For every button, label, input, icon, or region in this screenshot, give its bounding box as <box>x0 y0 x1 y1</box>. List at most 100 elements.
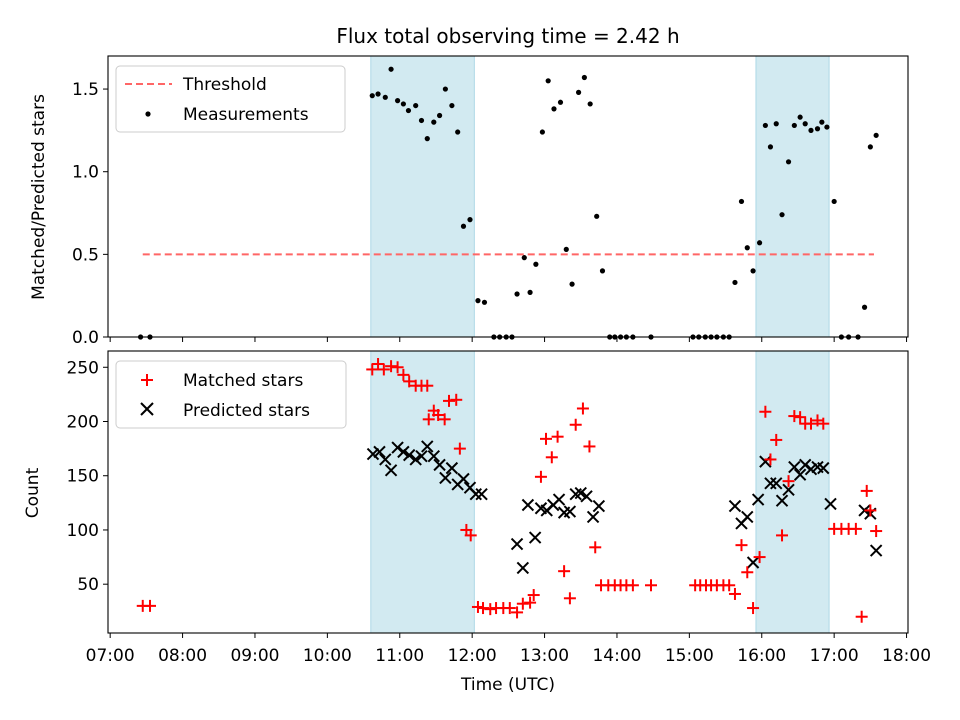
predicted-stars-marker <box>770 477 783 490</box>
measurement-point <box>756 240 763 246</box>
matched-stars-marker <box>735 539 748 552</box>
top-ytick-label: 1.5 <box>72 80 99 100</box>
measurement-point <box>400 101 406 107</box>
bottom-y-axis: 50 100 150 200 250 <box>67 358 108 595</box>
measurement-point <box>732 279 738 286</box>
measurement-point <box>779 212 785 218</box>
matched-stars-marker <box>143 599 156 612</box>
measurement-point <box>369 93 375 99</box>
matched-stars-marker <box>723 579 736 592</box>
predicted-marker-stroke <box>751 493 765 506</box>
measurement-point <box>814 126 821 132</box>
matched-stars-marker <box>432 408 445 421</box>
measurement-point <box>431 119 437 125</box>
predicted-stars-marker <box>397 445 410 459</box>
shaded-interval-1 <box>755 55 830 338</box>
predicted-marker-stroke <box>373 445 386 459</box>
predicted-stars-marker <box>764 477 777 490</box>
bottom-legend-frame <box>115 360 347 429</box>
predicted-stars-marker <box>379 453 392 466</box>
predicted-stars-marker <box>741 510 754 524</box>
measurement-point <box>460 223 467 229</box>
predicted-stars-marker <box>824 497 837 511</box>
matched-stars-marker <box>788 410 801 423</box>
bottom-xtick-label: 09:00 <box>230 646 279 666</box>
measurement-point <box>581 74 587 81</box>
measurement-point <box>405 107 412 114</box>
bottom-panel: 50 100 150 200 250 07:00 08:00 09:00 10:00 11:00… <box>23 350 931 695</box>
top-ytick-label: 0.5 <box>72 245 99 265</box>
matched-stars-marker <box>782 475 795 488</box>
top-legend-frame <box>115 65 346 133</box>
predicted-marker-stroke <box>457 472 470 486</box>
measurement-points <box>137 66 879 340</box>
bottom-xtick-label: 18:00 <box>882 646 931 666</box>
predicted-marker-stroke <box>552 493 566 506</box>
matched-stars-marker <box>576 402 589 415</box>
bottom-legend: Matched stars Predicted stars <box>115 360 347 429</box>
matched-stars-marker <box>477 602 490 615</box>
matched-stars-marker <box>644 579 657 592</box>
predicted-stars-marker <box>798 458 812 472</box>
predicted-marker-stroke <box>421 440 434 453</box>
measurement-point <box>808 127 814 133</box>
predicted-marker-stroke <box>516 561 530 575</box>
measurement-point <box>762 122 768 129</box>
matched-stars-marker <box>794 411 807 424</box>
predicted-marker-stroke <box>798 458 812 472</box>
matched-stars-marker <box>747 602 760 615</box>
predicted-stars-marker <box>817 461 830 475</box>
bottom-xtick-label: 14:00 <box>592 646 641 666</box>
legend-matched-swatch <box>141 374 153 386</box>
measurement-point <box>467 217 473 223</box>
matched-stars-marker <box>442 394 455 407</box>
predicted-stars-markers <box>366 440 883 575</box>
matched-stars-marker <box>741 566 754 579</box>
top-ytick-label: 0.0 <box>72 328 99 348</box>
predicted-stars-marker <box>592 499 606 513</box>
measurement-point <box>802 121 808 127</box>
predicted-marker-stroke <box>510 537 524 551</box>
predicted-stars-marker <box>586 510 600 524</box>
predicted-marker-stroke <box>793 468 807 481</box>
predicted-marker-stroke <box>811 460 824 474</box>
bottom-xtick-label: 16:00 <box>737 646 786 666</box>
predicted-stars-marker <box>793 468 807 481</box>
predicted-marker-stroke <box>379 453 392 466</box>
predicted-stars-marker <box>421 440 434 453</box>
measurement-point <box>873 132 879 138</box>
predicted-marker-stroke <box>782 483 795 497</box>
predicted-stars-marker <box>869 544 883 557</box>
matched-stars-marker <box>849 522 862 535</box>
predicted-marker-stroke <box>439 471 452 485</box>
legend-threshold-label: Threshold <box>182 75 267 95</box>
legend-predicted-swatch <box>140 402 154 416</box>
legend-measurements-label: Measurements <box>183 105 309 125</box>
predicted-stars-marker <box>391 441 404 454</box>
predicted-marker-stroke <box>445 461 459 475</box>
measurement-point <box>481 299 488 305</box>
predicted-marker-stroke <box>775 494 789 507</box>
measurement-point <box>773 121 779 127</box>
predicted-stars-marker <box>788 460 801 474</box>
matched-stars-marker <box>421 379 434 392</box>
matched-stars-marker <box>422 413 435 426</box>
bottom-ytick-label: 100 <box>67 521 99 541</box>
top-axes-frame <box>107 55 909 338</box>
predicted-marker-stroke <box>409 453 422 466</box>
predicted-stars-marker <box>574 486 587 500</box>
bottom-ytick-label: 150 <box>67 467 99 487</box>
predicted-marker-stroke <box>580 490 593 503</box>
measurement-point <box>819 119 825 125</box>
measurement-point <box>551 106 557 112</box>
measurement-point <box>867 144 873 150</box>
measurement-point <box>413 102 419 109</box>
bottom-xtick-label: 12:00 <box>448 646 497 666</box>
measurement-point <box>424 136 430 142</box>
matched-stars-marker <box>764 453 777 466</box>
matched-stars-marker <box>545 451 558 464</box>
measurement-point <box>455 129 461 135</box>
predicted-stars-marker <box>528 531 542 544</box>
measurement-point <box>533 261 539 267</box>
